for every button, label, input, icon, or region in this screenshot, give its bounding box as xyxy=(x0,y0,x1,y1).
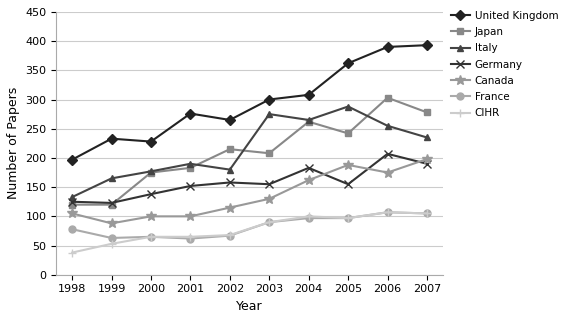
Germany xyxy=(306,166,312,170)
United Kingdom xyxy=(306,93,312,97)
Line: Canada: Canada xyxy=(67,154,432,228)
France xyxy=(148,235,154,239)
Japan xyxy=(345,132,352,135)
Canada xyxy=(108,221,115,225)
Italy xyxy=(384,124,391,128)
Line: Japan: Japan xyxy=(68,94,430,208)
United Kingdom xyxy=(226,118,233,122)
France xyxy=(424,212,430,215)
Germany xyxy=(148,192,154,196)
Italy xyxy=(345,105,352,108)
Line: France: France xyxy=(68,209,430,242)
Japan xyxy=(424,110,430,114)
United Kingdom xyxy=(187,112,194,116)
Germany xyxy=(187,184,194,188)
Italy xyxy=(306,118,312,122)
Germany xyxy=(108,201,115,205)
Germany xyxy=(266,182,272,186)
Italy xyxy=(424,136,430,140)
CIHR xyxy=(148,235,154,239)
Germany xyxy=(69,200,76,204)
CIHR xyxy=(108,242,115,246)
France xyxy=(306,216,312,220)
France xyxy=(266,220,272,224)
United Kingdom xyxy=(108,137,115,140)
CIHR xyxy=(384,210,391,214)
CIHR xyxy=(306,214,312,218)
Canada xyxy=(306,178,312,182)
Italy xyxy=(148,170,154,173)
United Kingdom xyxy=(69,158,76,162)
Italy xyxy=(266,112,272,116)
France xyxy=(108,236,115,240)
Canada xyxy=(424,157,430,161)
X-axis label: Year: Year xyxy=(236,300,263,313)
United Kingdom xyxy=(148,140,154,143)
Japan xyxy=(226,147,233,151)
Italy xyxy=(187,162,194,166)
Canada xyxy=(69,212,76,215)
Legend: United Kingdom, Japan, Italy, Germany, Canada, France, CIHR: United Kingdom, Japan, Italy, Germany, C… xyxy=(446,7,563,123)
Canada xyxy=(266,197,272,201)
Germany xyxy=(384,152,391,156)
Italy xyxy=(226,168,233,172)
CIHR xyxy=(69,251,76,254)
CIHR xyxy=(266,220,272,224)
CIHR xyxy=(226,233,233,237)
Japan xyxy=(69,203,76,207)
United Kingdom xyxy=(266,98,272,101)
France xyxy=(226,234,233,237)
Line: Italy: Italy xyxy=(68,103,430,201)
Canada xyxy=(345,163,352,167)
United Kingdom xyxy=(424,43,430,47)
Japan xyxy=(266,151,272,155)
United Kingdom xyxy=(384,45,391,49)
Canada xyxy=(148,214,154,218)
CIHR xyxy=(345,216,352,220)
Canada xyxy=(187,214,194,218)
Line: CIHR: CIHR xyxy=(68,208,431,257)
France xyxy=(345,216,352,220)
Line: Germany: Germany xyxy=(68,150,431,207)
Canada xyxy=(226,206,233,210)
France xyxy=(69,227,76,231)
Japan xyxy=(148,171,154,174)
France xyxy=(384,210,391,214)
CIHR xyxy=(424,212,430,215)
Germany xyxy=(424,162,430,166)
Japan xyxy=(108,203,115,207)
Italy xyxy=(69,195,76,199)
Germany xyxy=(345,182,352,186)
United Kingdom xyxy=(345,61,352,65)
Japan xyxy=(306,120,312,124)
Japan xyxy=(187,166,194,170)
Line: United Kingdom: United Kingdom xyxy=(68,42,430,163)
Y-axis label: Number of Papers: Number of Papers xyxy=(7,87,20,199)
Germany xyxy=(226,180,233,184)
France xyxy=(187,236,194,240)
Italy xyxy=(108,176,115,180)
Japan xyxy=(384,96,391,100)
CIHR xyxy=(187,235,194,239)
Canada xyxy=(384,171,391,174)
